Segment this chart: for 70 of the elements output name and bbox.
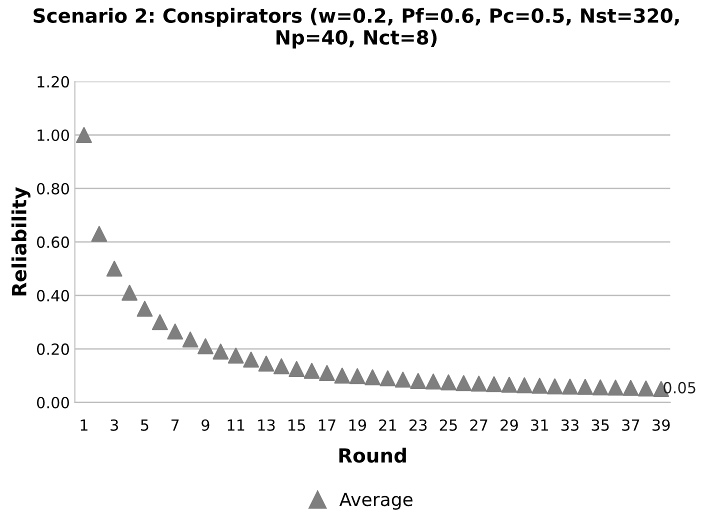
point (182, 332, 198, 348)
point (516, 377, 532, 394)
point (425, 374, 442, 390)
x-axis-title: Round (339, 448, 406, 463)
x-tick-label: 37 (622, 419, 640, 431)
chart-title: Scenario 2: Conspirators (w=0.2, Pf=0.6, Pc=0.5, Nst=320, Np=40, Nct=8) (34, 8, 679, 48)
point (136, 300, 153, 317)
point (440, 374, 456, 390)
point (304, 362, 320, 379)
y-tick-label: 1.20 (38, 76, 69, 88)
x-tick-label: 9 (202, 419, 210, 431)
point (577, 378, 594, 395)
point (167, 324, 184, 340)
x-tick-label: 7 (171, 420, 179, 431)
point (562, 378, 578, 395)
point (532, 378, 548, 394)
point (410, 373, 426, 389)
point (364, 369, 381, 386)
point (394, 372, 411, 388)
point (501, 376, 518, 393)
y-tick-label: 0.60 (36, 236, 69, 248)
x-tick-label: 19 (349, 419, 366, 431)
y-tick-label: 0.00 (36, 396, 69, 408)
point (622, 380, 639, 396)
point (212, 344, 229, 360)
x-tick-label: 35 (592, 419, 609, 431)
point (152, 314, 168, 330)
legend-label: Average (339, 492, 412, 510)
y-tick-label: 0.20 (36, 343, 69, 355)
x-tick-label: 31 (531, 419, 548, 431)
point (456, 375, 472, 392)
point (380, 370, 396, 386)
y-tick-label: 0.80 (36, 182, 69, 195)
point (608, 380, 624, 396)
point (122, 284, 138, 301)
point (76, 127, 92, 143)
point (106, 260, 122, 277)
x-tick-label: 13 (258, 419, 275, 431)
point (334, 368, 350, 384)
y-tick-label: 0.40 (36, 290, 69, 302)
x-tick-label: 5 (141, 420, 148, 431)
point (546, 378, 563, 394)
point (592, 379, 608, 396)
x-tick-label: 11 (228, 420, 244, 431)
x-tick-label: 25 (440, 419, 457, 431)
x-tick-label: 33 (561, 419, 578, 431)
x-tick-label: 1 (80, 420, 88, 431)
x-tick-label: 29 (500, 419, 518, 431)
point (288, 360, 305, 377)
x-tick-label: 27 (470, 419, 488, 431)
point (486, 376, 502, 392)
x-tick-label: 3 (110, 419, 118, 431)
point (319, 365, 335, 381)
point (638, 380, 654, 396)
x-tick-label: 21 (379, 419, 396, 431)
x-tick-label: 23 (410, 419, 427, 431)
y-tick-label: 1.00 (38, 129, 69, 142)
data-label: 0.05 (664, 382, 696, 394)
point (470, 376, 487, 392)
point (273, 358, 290, 374)
point (349, 368, 366, 384)
x-tick-label: 39 (652, 419, 670, 431)
point (258, 356, 274, 372)
point (198, 338, 214, 354)
y-axis-title: Reliability (11, 187, 30, 296)
x-tick-label: 17 (318, 420, 336, 431)
x-tick-label: 15 (288, 420, 305, 431)
point (243, 352, 260, 368)
point (228, 348, 244, 364)
point (91, 226, 108, 242)
